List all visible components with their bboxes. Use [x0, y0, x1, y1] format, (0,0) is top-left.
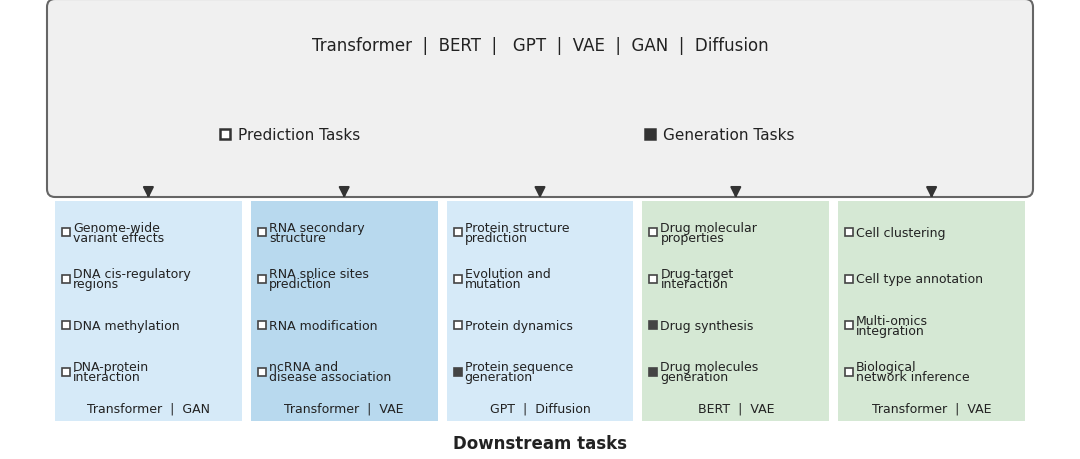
Bar [62, 275, 70, 283]
Text: Multi-omics: Multi-omics [856, 314, 928, 327]
Text: Cell type annotation: Cell type annotation [856, 273, 983, 285]
Text: Cell clustering: Cell clustering [856, 226, 946, 239]
Bar [258, 368, 266, 376]
Bar [649, 229, 658, 237]
Bar [454, 229, 461, 237]
Text: DNA cis-regulatory: DNA cis-regulatory [73, 268, 191, 280]
Text: generation: generation [464, 370, 532, 384]
Bar [846, 322, 853, 330]
Text: prediction: prediction [464, 231, 527, 244]
Text: Transformer  |  GAN: Transformer | GAN [86, 402, 210, 414]
Text: DNA methylation: DNA methylation [73, 319, 179, 332]
Text: Prediction Tasks: Prediction Tasks [238, 127, 361, 142]
Text: mutation: mutation [464, 278, 522, 291]
Text: integration: integration [856, 324, 924, 337]
Text: network inference: network inference [856, 370, 970, 384]
Bar [645, 130, 654, 140]
Text: generation: generation [660, 370, 729, 384]
Bar [846, 229, 853, 237]
Bar [62, 368, 70, 376]
Bar [258, 322, 266, 330]
FancyBboxPatch shape [48, 0, 1032, 197]
Text: GPT  |  Diffusion: GPT | Diffusion [489, 402, 591, 414]
Text: DNA-protein: DNA-protein [73, 360, 149, 373]
Text: interaction: interaction [73, 370, 140, 384]
Text: disease association: disease association [269, 370, 391, 384]
Text: Transformer  |  VAE: Transformer | VAE [284, 402, 404, 414]
Text: RNA secondary: RNA secondary [269, 221, 364, 234]
Text: Evolution and: Evolution and [464, 268, 551, 280]
Bar [454, 275, 461, 283]
Text: Generation Tasks: Generation Tasks [663, 127, 795, 142]
Text: Protein structure: Protein structure [464, 221, 569, 234]
Text: BERT  |  VAE: BERT | VAE [698, 402, 774, 414]
Bar [838, 202, 1025, 421]
Bar [220, 130, 230, 140]
Bar [846, 368, 853, 376]
Text: ncRNA and: ncRNA and [269, 360, 338, 373]
Text: structure: structure [269, 231, 325, 244]
Bar [846, 275, 853, 283]
Bar [454, 322, 461, 330]
Text: Transformer  |  VAE: Transformer | VAE [872, 402, 991, 414]
Text: RNA modification: RNA modification [269, 319, 377, 332]
Text: Protein dynamics: Protein dynamics [464, 319, 572, 332]
Bar [643, 202, 829, 421]
Text: Drug molecular: Drug molecular [660, 221, 757, 234]
Bar [258, 275, 266, 283]
Text: prediction: prediction [269, 278, 332, 291]
Bar [258, 229, 266, 237]
Text: RNA splice sites: RNA splice sites [269, 268, 368, 280]
Text: Transformer  |  BERT  |   GPT  |  VAE  |  GAN  |  Diffusion: Transformer | BERT | GPT | VAE | GAN | D… [312, 37, 768, 55]
Bar [447, 202, 633, 421]
Bar [649, 322, 658, 330]
Bar [62, 229, 70, 237]
Text: interaction: interaction [660, 278, 728, 291]
Text: variant effects: variant effects [73, 231, 164, 244]
Bar [62, 322, 70, 330]
Bar [454, 368, 461, 376]
Text: Drug-target: Drug-target [660, 268, 733, 280]
Text: Downstream tasks: Downstream tasks [453, 434, 627, 452]
Text: Biological: Biological [856, 360, 917, 373]
Text: Drug molecules: Drug molecules [660, 360, 758, 373]
Text: regions: regions [73, 278, 119, 291]
Bar [55, 202, 242, 421]
Bar [251, 202, 437, 421]
Text: Protein sequence: Protein sequence [464, 360, 572, 373]
Text: Drug synthesis: Drug synthesis [660, 319, 754, 332]
Bar [649, 275, 658, 283]
Text: Genome-wide: Genome-wide [73, 221, 160, 234]
Bar [649, 368, 658, 376]
Text: properties: properties [660, 231, 725, 244]
